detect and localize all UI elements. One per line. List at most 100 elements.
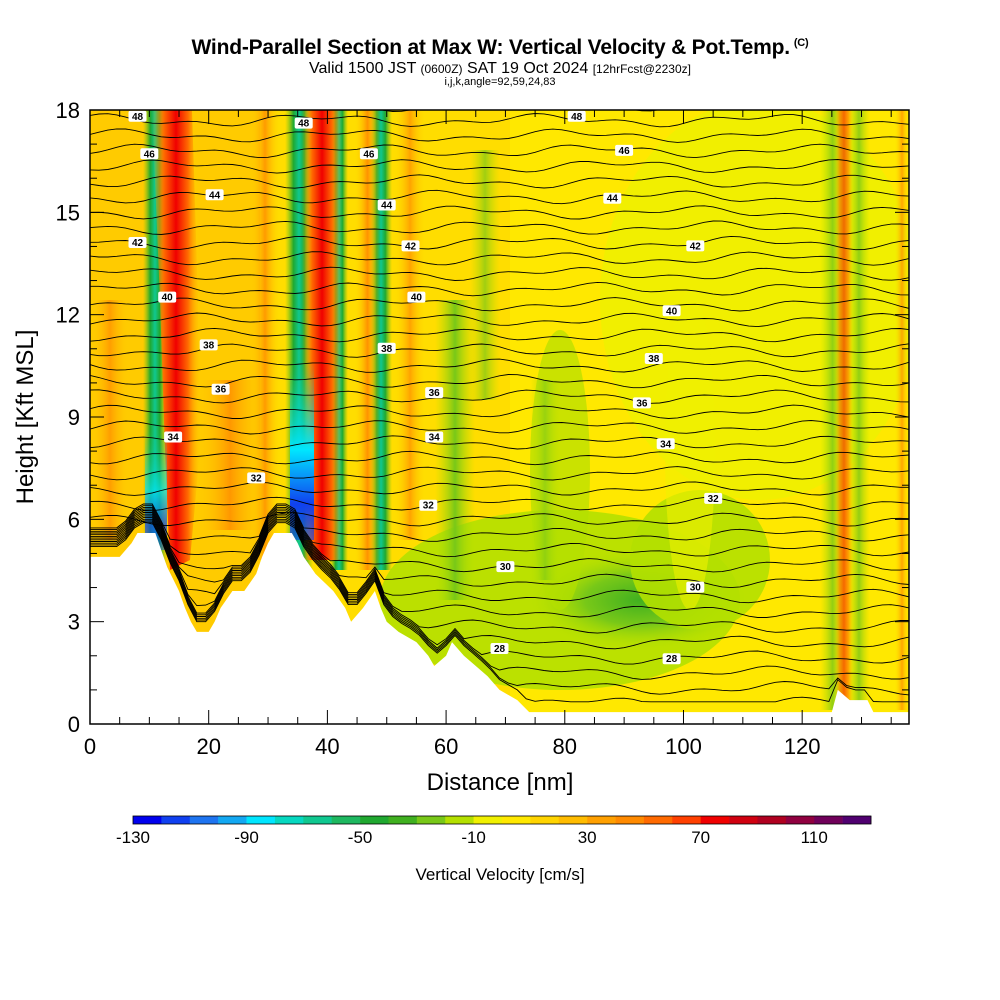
isentrope-line [90,281,909,297]
isentrope-line [90,174,909,189]
y-tick-label: 18 [56,98,80,123]
colorbar-swatch [218,816,247,824]
colorbar-tick-label: -50 [348,828,373,847]
isentrope-line [90,510,909,604]
contour-label-bg [407,291,426,303]
colorbar-swatch [445,816,474,824]
x-axis-label: Distance [nm] [427,769,574,796]
colorbar-swatch [785,816,815,824]
contour-label-bg [496,561,515,573]
contour-label: 36 [429,388,441,399]
contour-label: 42 [405,241,417,252]
contour-label: 34 [168,433,180,444]
contour-label-bg [644,353,663,364]
isentrope-line [90,220,909,235]
contour-label: 30 [690,583,702,594]
chart-title: Wind-Parallel Section at Max W: Vertical… [191,36,809,59]
colorbar-swatch [133,816,162,824]
contour-label-bg [128,110,147,122]
isentrope-line [90,420,909,435]
contour-label: 38 [648,354,660,365]
isentrope-line [90,235,909,251]
x-tick-label: 60 [434,734,458,759]
contour-label-bg [211,383,230,395]
isentrope-line [90,518,909,680]
contour-label-bg [425,387,444,399]
colorbar-swatch [530,816,560,824]
colorbar-frame [132,815,872,825]
x-tick-label: 80 [553,734,577,759]
isentrope-line [90,266,909,281]
colorbar-tick-label: 110 [801,828,828,847]
colorbar-swatch [700,816,730,824]
contour-label: 40 [666,306,678,317]
isentrope-line [90,343,909,358]
contour-label: 28 [666,654,678,665]
isentrope-line [90,481,909,496]
y-tick-label: 12 [56,303,80,328]
colorbar-swatch [587,816,616,824]
isentrope-line [90,512,909,527]
isentrope-line [90,496,909,512]
contour-label: 48 [571,112,583,123]
contour-label: 42 [690,241,702,252]
isentrope-line [90,450,909,466]
isentrope-line [90,128,909,143]
contour-label: 32 [251,473,263,484]
x-tick-label: 100 [665,734,702,759]
isentrope-line [90,374,909,389]
isentrope-line [90,435,909,450]
contour-label: 28 [494,644,506,655]
colorbar-swatch [643,816,673,824]
colorbar-swatch [842,816,872,824]
isentrope-line [90,297,909,312]
contour-label-bg [205,189,224,201]
contour-label-bg [419,499,438,511]
terrain-mask [90,533,909,724]
isentrope-line [90,358,909,373]
colorbar-swatch [246,816,276,824]
x-tick-label: 120 [784,734,821,759]
contour-label: 38 [203,340,215,351]
contour-label-bg [656,438,675,450]
colorbar-swatch [303,816,332,824]
contour-label-bg [158,291,177,303]
y-axis-label: Height [Kft MSL] [12,330,39,505]
contour-label-bg [425,431,444,443]
isentrope-line [90,143,909,159]
contour-label: 44 [607,194,619,205]
contour-label: 40 [162,293,174,304]
contour-label: 32 [423,501,435,512]
contour-label: 44 [381,201,393,212]
colorbar-swatch [814,816,843,824]
contour-label: 34 [429,433,441,444]
contour-label: 32 [708,494,720,505]
contour-label-bg [662,305,681,317]
isentrope-line [90,251,909,266]
contour-label-bg [662,653,681,665]
contour-label: 36 [636,398,648,409]
contour-label-bg [294,117,313,129]
isentrope-line [90,327,909,343]
isentrope-line [90,205,909,220]
contour-label: 38 [381,344,393,355]
contour-label-bg [567,110,586,122]
colorbar-swatch [388,816,418,824]
isentrope-line [90,389,909,404]
contour-label-bg [199,339,218,351]
contour-label-bg [247,472,266,484]
isentrope-line [90,508,909,589]
contour-label-bg [704,492,723,504]
contour-label: 46 [619,146,631,157]
contour-label-bg [686,581,705,593]
colorbar-swatch [331,816,361,824]
isentrope-line [90,515,909,650]
x-tick-label: 0 [84,734,96,759]
isentrope-line [90,189,909,205]
colorbar-swatch [502,816,531,824]
contour-label: 42 [132,238,144,249]
isentrope-line [90,520,909,696]
chart-indices: i,j,k,angle=92,59,24,83 [444,76,556,88]
isentrope-line [90,159,909,174]
